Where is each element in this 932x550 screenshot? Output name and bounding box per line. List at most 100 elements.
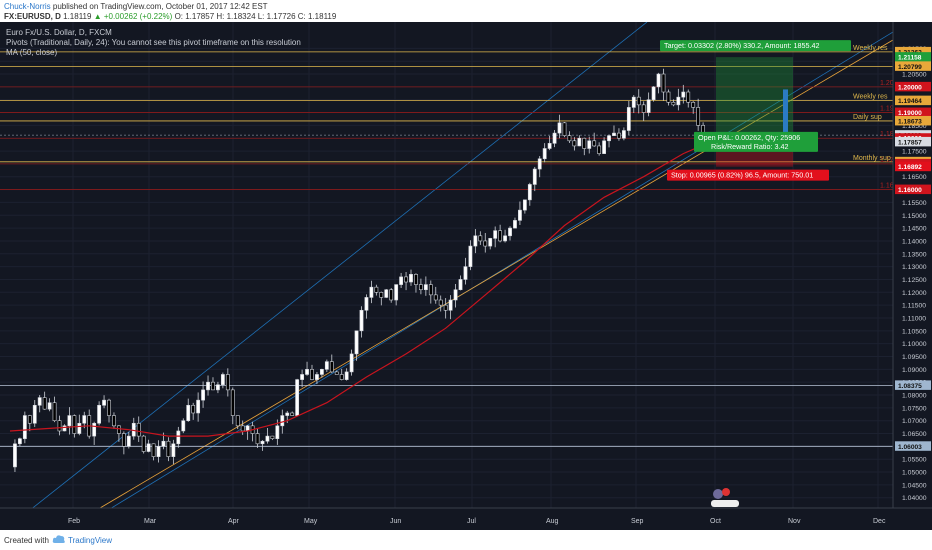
price-tick: 1.04500 <box>902 482 927 489</box>
price-tag-bg <box>895 95 931 106</box>
symbol: FX:EURUSD, D <box>4 12 61 21</box>
time-tick: Aug <box>546 518 559 525</box>
candle-body <box>473 235 478 247</box>
candle-body <box>107 399 111 416</box>
candle-body <box>414 274 418 285</box>
level-label: Daily sup <box>853 114 882 121</box>
price-tag: 1.19000 <box>898 110 922 117</box>
candle-body <box>582 137 587 149</box>
price-tick: 1.09500 <box>902 354 927 361</box>
price-tick: 1.07500 <box>902 405 927 412</box>
candle-body <box>285 412 290 416</box>
candle-body <box>290 412 295 416</box>
candle-body <box>488 238 493 247</box>
candle-body <box>32 404 37 424</box>
price-tag-bg <box>895 81 931 92</box>
candle-body <box>522 199 527 211</box>
candle-body <box>547 143 552 149</box>
candle-body <box>329 361 334 373</box>
candle-body <box>493 230 498 239</box>
candle-body <box>453 289 458 301</box>
time-tick: Apr <box>228 518 240 525</box>
candle-body <box>399 276 404 285</box>
tradingview-brand[interactable]: TradingView <box>68 536 113 545</box>
price-tag-bg <box>895 61 931 71</box>
price-tag-bg <box>895 115 931 126</box>
candle-body <box>334 371 339 375</box>
candle-body <box>112 415 116 427</box>
price-tick: 1.05000 <box>902 470 927 477</box>
candle-body <box>18 438 22 445</box>
candle-body <box>305 369 309 375</box>
price-tag: 1.16000 <box>898 187 922 194</box>
price-tick: 1.05500 <box>902 457 927 464</box>
price-axis: 1.215001.210001.205001.200001.195001.190… <box>892 22 932 530</box>
price-tick: 1.15000 <box>902 213 927 220</box>
candle-body <box>151 443 156 457</box>
candle-body <box>419 284 423 291</box>
time-axis: Feb Mar Apr May Jun Jul Aug Sep Oct Nov Dec <box>0 507 932 530</box>
candle-body <box>562 122 567 136</box>
candle-body <box>696 107 701 126</box>
candle-body <box>260 440 265 445</box>
price-tag-bg <box>895 441 931 451</box>
candle-body <box>428 284 433 296</box>
time-tick: Nov <box>788 518 801 525</box>
candle-body <box>458 279 463 291</box>
pivot-label: 1.19 <box>880 106 894 113</box>
moving-average-line <box>9 140 714 437</box>
candle-body <box>478 235 483 242</box>
candle-body <box>344 371 349 380</box>
price-tag-bg <box>895 136 931 147</box>
chart-area[interactable]: 1.20 1.19 1.18 1.17 1.16 Weekly res Weekly res… <box>0 22 932 530</box>
level-label: Weekly res <box>853 45 888 52</box>
candle-body <box>691 101 696 108</box>
candle-body <box>587 140 592 149</box>
candle-body <box>617 132 621 139</box>
candle-body <box>235 415 240 427</box>
price-tick: 1.11500 <box>902 303 926 310</box>
candles <box>13 68 715 472</box>
chart-legend: Euro Fx/U.S. Dollar, D, FXCM Pivots (Tra… <box>6 28 301 58</box>
candle-body <box>503 235 507 242</box>
price-tick: 1.06500 <box>902 431 927 438</box>
candle-body <box>339 374 344 380</box>
publish-line: Chuck-Norris published on TradingView.co… <box>4 2 268 11</box>
candle-body <box>557 122 562 134</box>
candle-body <box>577 137 582 147</box>
candle-body <box>77 422 82 434</box>
candle-body <box>374 286 379 293</box>
price-tick: 1.08000 <box>902 393 927 400</box>
candle-body <box>13 443 17 468</box>
candle-body <box>666 91 671 103</box>
candle-body <box>117 425 121 434</box>
candle-body <box>240 425 245 432</box>
candle-body <box>176 430 181 445</box>
candle-body <box>409 274 413 283</box>
candle-body <box>612 132 616 136</box>
price-tag-bg <box>895 184 931 195</box>
published-text: published on TradingView.com, October 01… <box>52 2 268 11</box>
level-label: Monthly sup <box>853 155 891 162</box>
candle-body <box>136 422 141 437</box>
candle-body <box>216 384 220 391</box>
time-tick: Oct <box>710 518 721 525</box>
candle-body <box>62 425 67 432</box>
candle-body <box>607 135 611 142</box>
candle-body <box>126 435 131 447</box>
candle-body <box>280 415 285 427</box>
candle-body <box>631 96 636 108</box>
candle-body <box>97 404 102 424</box>
candle-body <box>196 399 201 414</box>
price-tick: 1.14500 <box>902 226 927 233</box>
time-tick: May <box>304 518 318 525</box>
candle-body <box>206 381 210 391</box>
author-link[interactable]: Chuck-Norris <box>4 2 51 11</box>
time-axis-bg <box>0 508 932 530</box>
price-tag: 1.20000 <box>898 84 922 91</box>
price-tag: 1.16892 <box>898 164 922 171</box>
price-change: ▲ +0.00262 (+0.22%) <box>93 12 173 21</box>
chart-svg[interactable]: 1.20 1.19 1.18 1.17 1.16 Weekly res Weekly res… <box>0 22 932 530</box>
legend-title: Euro Fx/U.S. Dollar, D, FXCM <box>6 28 112 37</box>
candle-body <box>275 425 280 439</box>
